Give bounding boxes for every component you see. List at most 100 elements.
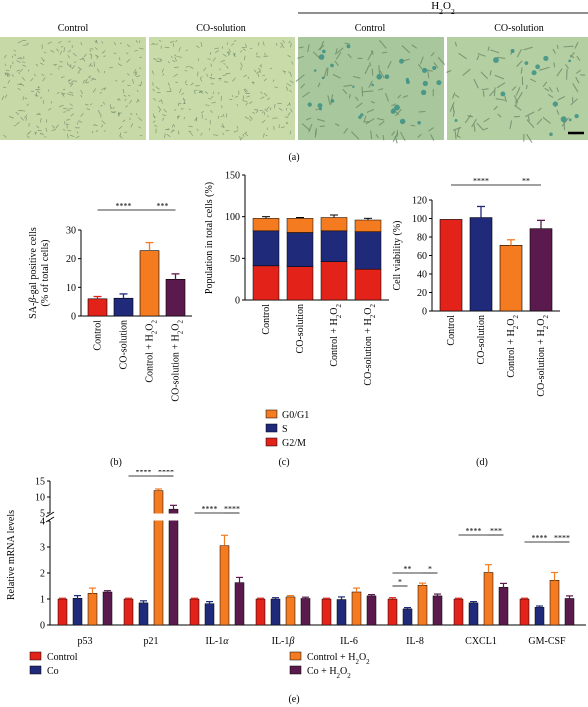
cell-mark: [273, 125, 275, 130]
y-tick-label: 3: [40, 543, 45, 554]
cell-mark: [167, 82, 170, 87]
cell-mark: [576, 55, 581, 61]
cell-mark: [101, 87, 107, 90]
cell-mark: [437, 56, 446, 65]
cell-mark: [115, 79, 118, 82]
h2o2-group-label: H2O2: [431, 0, 455, 16]
cell-mark: [211, 96, 214, 99]
panel-label: (d): [476, 457, 488, 468]
cell-mark: [68, 107, 73, 110]
cell-mark: [483, 117, 490, 123]
cell-mark: [152, 120, 156, 123]
cell-mark: [370, 130, 373, 139]
cell-mark: [473, 78, 479, 89]
cell-mark: [364, 64, 370, 75]
cell-mark: [94, 47, 98, 51]
cell-mark: [88, 76, 91, 79]
x-tick-label: Control + H2O2: [329, 304, 343, 367]
significance-stars: ****: [532, 534, 548, 543]
cell-mark: [138, 126, 142, 129]
cell-mark: [476, 54, 480, 61]
cell-mark: [210, 110, 213, 113]
cell-mark: [160, 99, 163, 104]
sa-beta-gal-stain: [568, 118, 572, 122]
cell-mark: [537, 107, 542, 112]
cell-mark: [259, 64, 262, 67]
cell-mark: [22, 96, 24, 101]
cell-mark: [174, 54, 177, 57]
cell-mark: [47, 42, 50, 45]
cell-mark: [258, 67, 260, 70]
cell-mark: [80, 94, 83, 98]
cell-mark: [376, 117, 385, 121]
cell-mark: [253, 69, 257, 73]
cell-mark: [347, 53, 352, 59]
cell-mark: [195, 89, 198, 91]
cell-mark: [449, 101, 455, 112]
cell-mark: [68, 79, 71, 82]
bar: [165, 279, 186, 317]
cell-mark: [61, 92, 64, 95]
cell-mark: [511, 86, 517, 91]
sa-beta-gal-stain: [574, 113, 579, 119]
micrograph-image: [149, 37, 295, 141]
cell-mark: [249, 119, 252, 122]
cell-mark: [79, 58, 84, 60]
cell-mark: [473, 124, 476, 132]
y-tick-label: 30: [66, 226, 76, 237]
cell-mark: [158, 109, 161, 113]
cell-mark: [542, 81, 548, 88]
cell-mark: [66, 93, 72, 96]
cell-mark: [45, 127, 48, 132]
cell-mark: [244, 88, 248, 92]
cell-mark: [242, 48, 246, 51]
cell-mark: [30, 77, 34, 82]
cell-mark: [542, 116, 551, 124]
cell-mark: [481, 88, 489, 91]
cell-mark: [514, 104, 522, 111]
cell-mark: [234, 96, 238, 98]
cell-mark: [138, 40, 141, 43]
cell-mark: [110, 106, 113, 110]
cell-mark: [366, 108, 375, 114]
cell-mark: [323, 67, 328, 78]
cell-mark: [490, 49, 500, 54]
cell-mark: [244, 132, 249, 137]
cell-mark: [16, 69, 20, 72]
cell-mark: [11, 55, 14, 58]
cell-mark: [26, 135, 30, 139]
micrograph-background: [0, 37, 146, 140]
cell-mark: [525, 84, 528, 90]
cell-mark: [233, 130, 237, 133]
sa-beta-gal-stain: [510, 48, 515, 53]
cell-mark: [544, 87, 550, 92]
cell-mark: [391, 103, 397, 107]
cell-mark: [236, 126, 239, 129]
bar: [300, 598, 311, 626]
significance-stars: ****: [473, 177, 489, 186]
cell-mark: [516, 60, 523, 67]
cell-mark: [185, 65, 189, 68]
cell-mark: [112, 106, 115, 110]
y-tick-label: 20: [66, 254, 76, 265]
cell-mark: [233, 54, 236, 58]
sa-beta-gal-stain: [399, 58, 405, 64]
cell-mark: [454, 41, 458, 47]
cell-mark: [454, 94, 460, 99]
cell-mark: [400, 131, 406, 141]
cell-mark: [287, 112, 291, 117]
cell-mark: [40, 57, 45, 62]
cell-mark: [68, 82, 72, 85]
bar: [439, 219, 463, 312]
cell-mark: [564, 63, 569, 69]
cell-mark: [158, 100, 162, 102]
cell-mark: [222, 132, 225, 135]
cell-mark: [66, 133, 69, 139]
cell-mark: [222, 53, 227, 57]
micrograph-image: [0, 37, 146, 140]
cell-mark: [118, 125, 123, 130]
cell-mark: [379, 70, 385, 79]
sa-beta-gal-stain: [330, 99, 335, 103]
micrograph-image: [295, 37, 446, 144]
cell-mark: [226, 51, 230, 54]
